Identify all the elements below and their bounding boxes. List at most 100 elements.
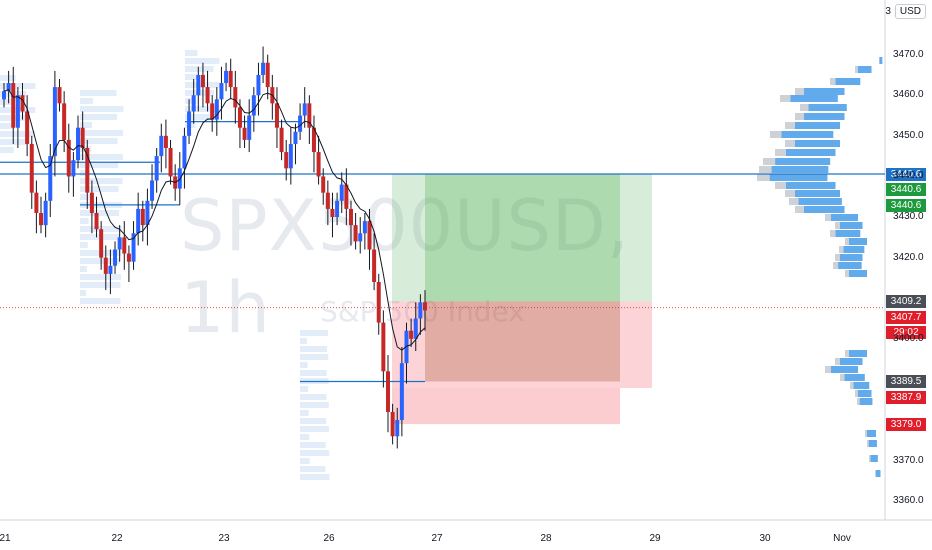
session-profile-bar bbox=[185, 74, 197, 80]
x-tick-label: Nov bbox=[833, 533, 851, 544]
volume-profile-bar bbox=[835, 230, 861, 237]
volume-profile-bar bbox=[876, 470, 881, 477]
candle-body bbox=[62, 103, 67, 140]
volume-profile-bar bbox=[868, 440, 877, 447]
candle-body bbox=[15, 95, 20, 128]
candle-body bbox=[376, 281, 381, 323]
session-profile-bar bbox=[185, 114, 215, 120]
candle-body bbox=[20, 95, 25, 112]
candle-body bbox=[200, 74, 205, 88]
candle-body bbox=[418, 302, 423, 319]
symbol-watermark: SPX500USD, 1h bbox=[180, 185, 631, 349]
session-profile-bar bbox=[0, 123, 15, 129]
price-label: 29:02 bbox=[886, 325, 926, 339]
session-profile-bar bbox=[300, 402, 329, 408]
candle-body bbox=[284, 152, 289, 169]
session-profile-bar bbox=[80, 282, 121, 288]
candle-body bbox=[34, 192, 39, 213]
candle-body bbox=[99, 229, 104, 258]
candle-body bbox=[205, 87, 210, 104]
candle-body bbox=[25, 111, 30, 144]
candle-body bbox=[177, 168, 182, 189]
session-profile-bar bbox=[80, 130, 124, 136]
volume-profile-bar bbox=[853, 382, 870, 389]
session-profile-bar bbox=[185, 106, 220, 112]
candle-body bbox=[372, 249, 377, 282]
session-profile-bar bbox=[0, 83, 36, 89]
currency-selector[interactable]: USD bbox=[894, 4, 926, 19]
candle-body bbox=[57, 87, 62, 104]
volume-profile-bar bbox=[849, 270, 867, 277]
candle-body bbox=[52, 87, 57, 157]
session-profile-bar bbox=[300, 418, 327, 424]
session-profile-bar bbox=[300, 466, 326, 472]
volume-profile-bar bbox=[804, 206, 845, 213]
candle-body bbox=[302, 103, 307, 116]
candle-body bbox=[6, 83, 11, 92]
session-profile-bar bbox=[80, 122, 93, 128]
candle-body bbox=[210, 103, 215, 120]
candle-body bbox=[48, 156, 53, 201]
candle-body bbox=[224, 70, 229, 84]
candle-body bbox=[362, 221, 367, 234]
y-tick-label: 3430.0 bbox=[893, 211, 924, 223]
price-label: 3387.9 bbox=[886, 390, 926, 404]
session-profile-bar bbox=[300, 338, 308, 344]
volume-profile-bar bbox=[831, 214, 858, 221]
candle-body bbox=[339, 184, 344, 201]
stop-zone bbox=[392, 387, 620, 425]
candle-body bbox=[321, 176, 326, 193]
volume-profile-bar bbox=[835, 78, 861, 85]
session-profile-bar bbox=[80, 98, 93, 104]
session-profile-bar bbox=[0, 99, 15, 105]
session-profile-bar bbox=[300, 354, 329, 360]
session-profile-bar bbox=[185, 50, 198, 56]
volume-profile-bar bbox=[838, 262, 862, 269]
volume-profile-bar bbox=[831, 366, 858, 373]
session-profile-bar bbox=[300, 362, 308, 368]
profit-zone-outer bbox=[392, 174, 652, 302]
candle-body bbox=[76, 127, 81, 161]
candle-body bbox=[279, 127, 284, 153]
session-profile-bar bbox=[185, 58, 220, 64]
candle-body bbox=[274, 103, 279, 128]
candle-body bbox=[219, 83, 224, 100]
candle-body bbox=[103, 257, 108, 274]
candle-body bbox=[182, 135, 187, 169]
candle-body bbox=[298, 115, 303, 132]
candle-body bbox=[191, 95, 196, 112]
candle-body bbox=[399, 363, 404, 421]
price-label: 3409.2 bbox=[886, 295, 926, 309]
candle-body bbox=[242, 127, 247, 140]
x-tick-label: 23 bbox=[218, 533, 230, 544]
session-profile-bar bbox=[80, 298, 121, 304]
volume-profile-bar bbox=[804, 88, 845, 95]
candle-body bbox=[395, 420, 400, 437]
volume-profile-bar bbox=[786, 182, 836, 189]
candle-body bbox=[214, 99, 219, 120]
candle-body bbox=[413, 318, 418, 339]
candle-body bbox=[423, 302, 427, 311]
y-tick-label: 3440.0 bbox=[893, 170, 924, 182]
session-profile-bar bbox=[300, 370, 327, 376]
moving-average-line bbox=[3, 88, 426, 351]
candle-body bbox=[381, 322, 386, 372]
candle-body bbox=[390, 411, 395, 437]
profit-zone bbox=[425, 174, 620, 302]
candle-body bbox=[163, 135, 168, 149]
volume-profile-bar bbox=[879, 57, 883, 64]
candle-body bbox=[136, 208, 141, 234]
candle-body bbox=[39, 212, 44, 226]
y-tick-label: 3460.0 bbox=[893, 89, 924, 101]
volume-profile-bar bbox=[781, 131, 834, 138]
volume-profile-bar bbox=[870, 455, 878, 462]
candle-body bbox=[247, 115, 252, 140]
session-profile-bar bbox=[80, 178, 123, 184]
candle-body bbox=[325, 192, 330, 209]
price-label: 3407.7 bbox=[886, 310, 926, 324]
candle-body bbox=[80, 127, 85, 149]
scale-controls: 3 USD bbox=[885, 4, 926, 19]
session-profile-bar bbox=[300, 426, 330, 432]
